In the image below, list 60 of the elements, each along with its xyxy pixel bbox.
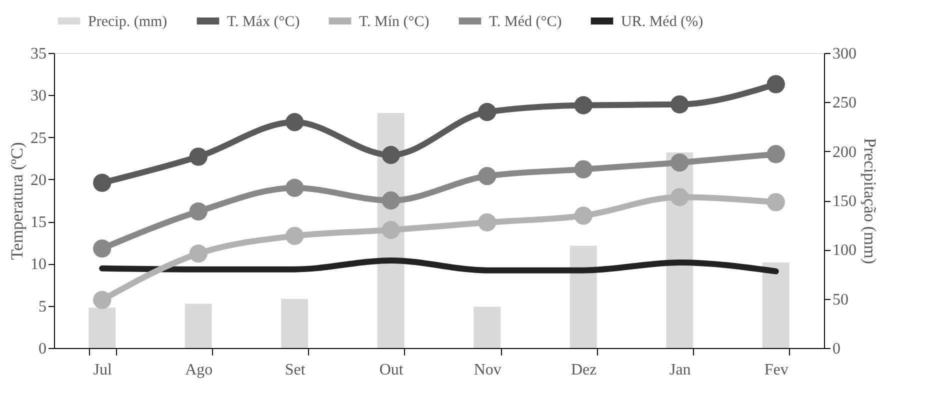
- y-axis-title: Temperatura (ºC): [8, 142, 26, 260]
- y-tick-label: 15: [30, 214, 46, 232]
- bar: [474, 306, 501, 348]
- x-tick-label: Jan: [669, 362, 691, 378]
- point: [766, 145, 785, 164]
- legend-label: T. Mín (°C): [359, 14, 430, 30]
- point: [478, 102, 496, 122]
- point: [286, 113, 304, 132]
- point: [574, 96, 592, 114]
- x-tick-label: Jul: [93, 362, 113, 378]
- point: [93, 239, 112, 258]
- point: [670, 154, 689, 172]
- point: [189, 202, 208, 221]
- point: [574, 206, 592, 225]
- y2-axis-title: Precipitação (mm): [860, 138, 880, 264]
- point: [670, 188, 689, 206]
- y-tick-label: 35: [30, 46, 46, 62]
- point: [93, 290, 112, 310]
- point: [189, 244, 208, 263]
- point: [574, 160, 592, 178]
- bar: [88, 308, 116, 348]
- legend-label: T. Méd (°C): [489, 14, 562, 30]
- legend-label: T. Máx (°C): [227, 14, 300, 30]
- x-tick-label: Fev: [764, 362, 788, 378]
- point: [382, 220, 400, 240]
- x-tick-label: Set: [284, 362, 306, 378]
- y2-tick-label: 200: [832, 144, 856, 161]
- y2-tick-label: 50: [832, 291, 848, 308]
- point: [189, 148, 208, 166]
- point: [286, 178, 304, 197]
- y-tick-label: 10: [30, 256, 46, 274]
- point: [382, 146, 400, 164]
- legend-label: Precip. (mm): [88, 14, 168, 30]
- point: [670, 95, 689, 114]
- y2-tick-label: 100: [832, 242, 856, 260]
- point: [382, 191, 400, 210]
- y2-tick-label: 300: [832, 46, 856, 62]
- y-tick-label: 25: [30, 130, 46, 147]
- point: [93, 174, 112, 192]
- x-tick-label: Dez: [570, 362, 597, 378]
- bar: [570, 246, 597, 348]
- bar: [184, 304, 212, 348]
- legend-label: UR. Méd (%): [621, 14, 704, 30]
- point: [286, 226, 304, 245]
- point: [766, 75, 785, 94]
- y2-tick-label: 0: [832, 340, 840, 358]
- bar: [281, 298, 308, 348]
- y2-tick-label: 150: [832, 193, 856, 210]
- x-tick-label: Ago: [185, 362, 213, 378]
- point: [766, 193, 785, 212]
- y-tick-label: 0: [38, 340, 46, 358]
- point: [478, 166, 496, 186]
- y-tick-label: 30: [30, 88, 46, 105]
- x-tick-label: Nov: [474, 362, 502, 378]
- bar: [762, 262, 790, 348]
- x-tick-label: Out: [379, 362, 404, 378]
- y-tick-label: 20: [30, 172, 46, 189]
- y-tick-label: 5: [38, 298, 46, 316]
- point: [478, 213, 496, 232]
- y2-tick-label: 250: [832, 94, 856, 112]
